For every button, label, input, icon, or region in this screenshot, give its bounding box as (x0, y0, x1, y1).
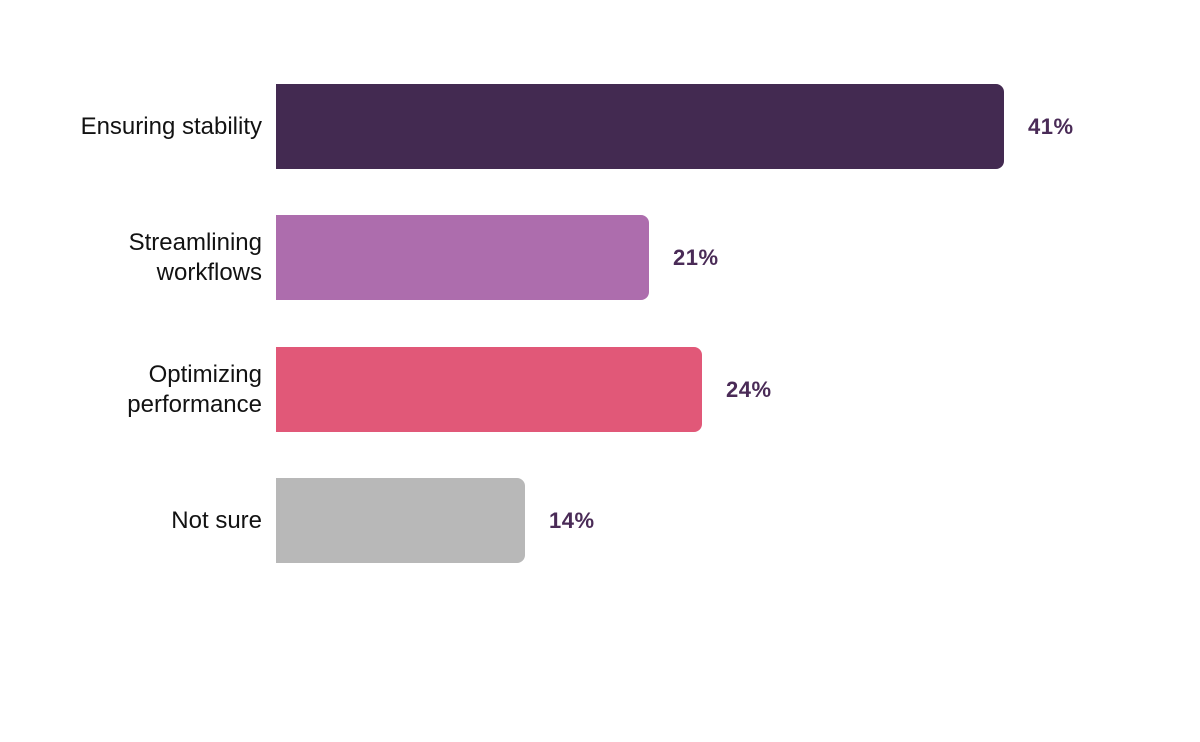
bar (276, 347, 702, 432)
chart-row: Streamlining workflows 21% (0, 215, 1200, 300)
bar (276, 215, 649, 300)
category-label: Optimizing performance (127, 360, 262, 418)
category-label: Not sure (171, 506, 262, 534)
value-label: 21% (673, 244, 719, 270)
bar (276, 84, 1004, 169)
chart-row: Ensuring stability 41% (0, 84, 1200, 169)
category-label: Streamlining workflows (128, 228, 262, 286)
value-label: 14% (549, 507, 595, 533)
value-label: 24% (726, 376, 772, 402)
value-label: 41% (1028, 113, 1074, 139)
category-label: Ensuring stability (80, 112, 262, 140)
bar (276, 478, 525, 563)
chart-row: Optimizing performance 24% (0, 347, 1200, 432)
chart-row: Not sure 14% (0, 478, 1200, 563)
